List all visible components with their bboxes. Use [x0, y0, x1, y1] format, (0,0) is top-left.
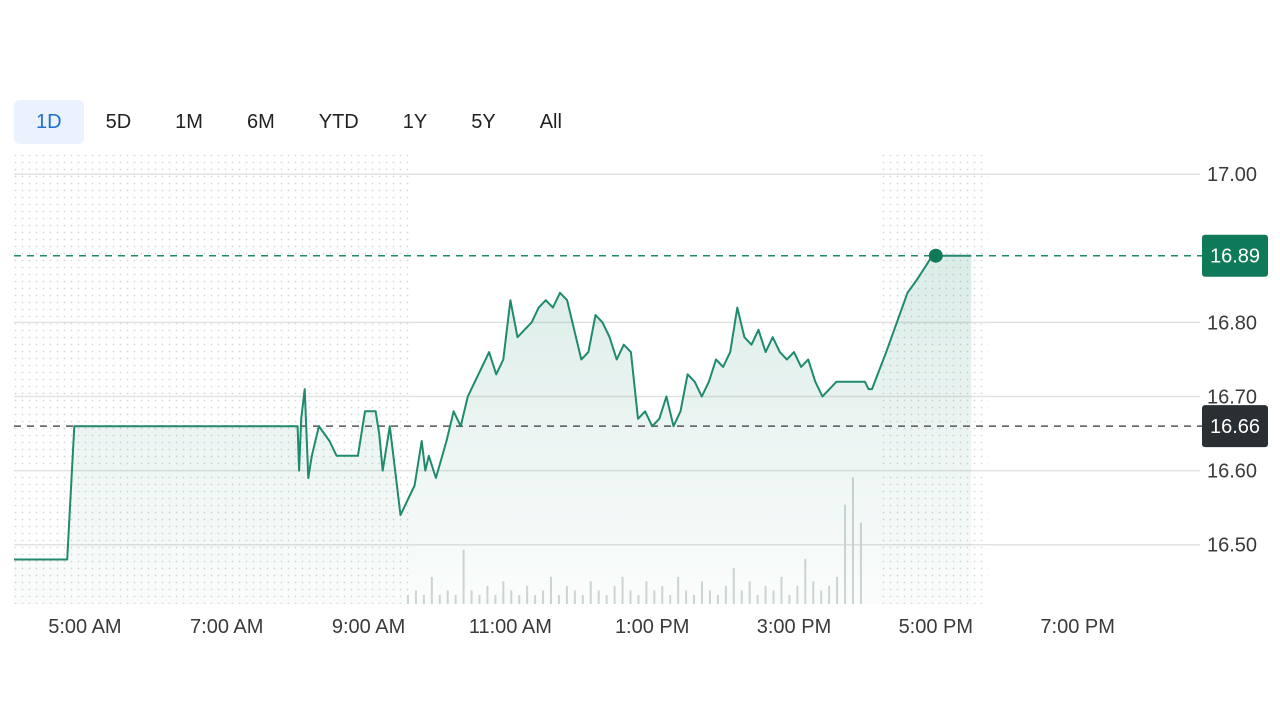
- last-price-badge-bg: [1202, 234, 1268, 277]
- last-price-badge: 16.89: [1202, 234, 1268, 277]
- x-tick-label: 3:00 PM: [757, 616, 831, 638]
- previous-close-label: 16.66: [1210, 416, 1260, 438]
- tab-1d[interactable]: 1D: [14, 100, 84, 144]
- last-price-dot[interactable]: [928, 248, 943, 263]
- price-line: [14, 254, 972, 561]
- x-tick-label: 5:00 AM: [48, 616, 121, 638]
- x-tick-label: 7:00 AM: [190, 616, 263, 638]
- time-range-tabs: 1D 5D 1M 6M YTD 1Y 5Y All: [14, 100, 584, 144]
- y-tick-label: 16.60: [1207, 461, 1257, 483]
- x-tick-label: 11:00 AM: [469, 616, 552, 638]
- y-axis-ticks: 17.00 16.80 16.70 16.60 16.50: [1207, 164, 1257, 556]
- tab-1y[interactable]: 1Y: [402, 111, 428, 133]
- x-axis-ticks: 5:00 AM 7:00 AM 9:00 AM 11:00 AM 1:00 PM 3:00…: [48, 616, 1115, 638]
- y-tick-label: 16.80: [1207, 312, 1257, 334]
- y-tick-label: 16.50: [1207, 535, 1257, 557]
- previous-close-badge: 16.66: [1202, 405, 1268, 448]
- tab-ytd[interactable]: YTD: [318, 111, 359, 133]
- tab-5y[interactable]: 5Y: [471, 111, 496, 133]
- x-tick-label: 9:00 AM: [332, 616, 405, 638]
- last-price-label: 16.89: [1210, 246, 1260, 268]
- tab-5d[interactable]: 5D: [105, 111, 132, 133]
- x-tick-label: 5:00 PM: [899, 616, 973, 638]
- previous-close-badge-bg: [1202, 405, 1268, 448]
- tab-1m[interactable]: 1M: [175, 111, 203, 133]
- tab-all[interactable]: All: [539, 111, 562, 133]
- x-tick-label: 1:00 PM: [615, 616, 689, 638]
- x-tick-label: 7:00 PM: [1040, 616, 1114, 638]
- y-tick-label: 16.70: [1207, 387, 1257, 409]
- y-tick-label: 17.00: [1207, 164, 1257, 186]
- tab-6m[interactable]: 6M: [246, 111, 275, 133]
